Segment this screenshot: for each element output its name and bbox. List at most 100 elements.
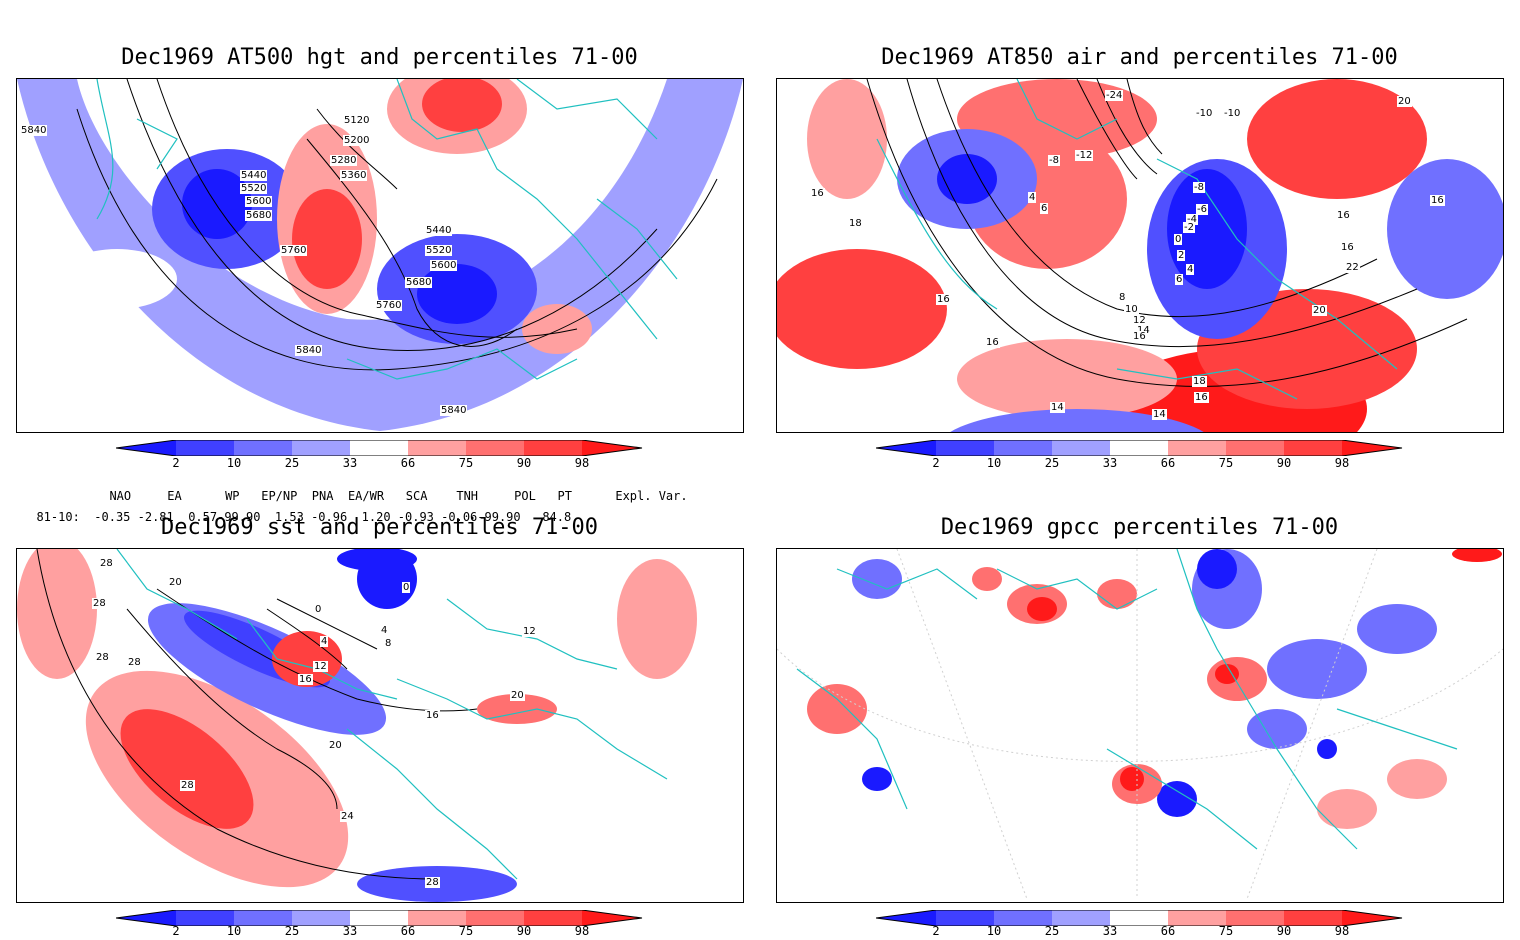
stat-header: PT	[557, 489, 572, 503]
contour-label: 16	[1336, 210, 1351, 221]
stat-header: SCA	[405, 489, 428, 503]
contour-label: 16	[425, 710, 440, 721]
contour-label: 5520	[240, 183, 268, 194]
stat-value: -0.96	[311, 510, 348, 524]
contour-label: 5840	[295, 345, 323, 356]
contour-label: 8	[384, 638, 393, 649]
tick-label: 66	[400, 456, 416, 470]
contour-label: 5280	[330, 155, 358, 166]
contour-label: 5760	[280, 245, 308, 256]
stat-value: -0.93	[397, 510, 434, 524]
colorbar-swatches-br	[875, 909, 1403, 927]
contour-label: 6	[1040, 203, 1049, 214]
contour-label: 5600	[245, 196, 273, 207]
contour-label: -2	[1183, 222, 1195, 233]
contour-label: 0	[1174, 234, 1183, 245]
tick-label: 98	[574, 456, 590, 470]
stat-value: -0.35	[94, 510, 131, 524]
contour-label: 16	[985, 337, 1000, 348]
contour-label: 18	[1192, 376, 1207, 387]
tick-label: 2	[172, 924, 180, 938]
contour-label: 24	[340, 811, 355, 822]
tick-label: 25	[1044, 924, 1060, 938]
contour-label: 14	[1136, 325, 1151, 336]
contour-label: -8	[1193, 182, 1205, 193]
contour-label: 20	[1312, 305, 1327, 316]
panel-title-air850: Dec1969 AT850 air and percentiles 71-00	[881, 45, 1398, 70]
stat-value: -99.90	[477, 510, 521, 524]
contour-label: 16	[1430, 195, 1445, 206]
contour-label: 5360	[340, 170, 368, 181]
contour-label: -10	[1223, 108, 1242, 119]
tick-label: 33	[342, 924, 358, 938]
stat-header: TNH	[456, 489, 479, 503]
contour-label: 5840	[440, 405, 468, 416]
tick-label: 75	[1218, 924, 1234, 938]
stat-header: Expl. Var.	[615, 489, 688, 503]
panel-title-sst: Dec1969 sst and percentiles 71-00	[160, 515, 599, 540]
tick-label: 66	[1160, 924, 1176, 938]
contour-label: 16	[1340, 242, 1355, 253]
stat-value: -2.81	[137, 510, 174, 524]
contour-label: 8	[1118, 292, 1127, 303]
tick-label: 75	[1218, 456, 1234, 470]
tick-label: 98	[574, 924, 590, 938]
contour-label: 4	[1186, 264, 1195, 275]
map-sst	[16, 548, 744, 903]
stat-value: 1.20	[361, 510, 391, 524]
contour-label: 5440	[240, 170, 268, 181]
tick-label: 2	[172, 456, 180, 470]
tick-label: 90	[1276, 924, 1292, 938]
colorbar-bottom-left: 2 10 25 33 66 75 90 98	[115, 909, 646, 940]
contour-label: 20	[510, 690, 525, 701]
contour-label: 18	[848, 218, 863, 229]
contour-label: 0	[402, 582, 411, 593]
contour-label: 16	[1194, 392, 1209, 403]
contour-label: -12	[1075, 150, 1094, 161]
tick-label: 10	[986, 924, 1002, 938]
stat-header: EA/WR	[347, 489, 385, 503]
stat-value: 0.57	[188, 510, 218, 524]
contour-label: 28	[425, 877, 440, 888]
contour-label: 12	[1132, 315, 1147, 326]
stat-header: PNA	[311, 489, 334, 503]
teleconnection-header: NAO EA WP EP/NP PNA EA/WR SCA TNH POL PT…	[95, 475, 688, 503]
contour-label: 5680	[405, 277, 433, 288]
tick-label: 25	[1044, 456, 1060, 470]
contour-label: 5440	[425, 225, 453, 236]
tick-label: 90	[516, 456, 532, 470]
tick-label: 2	[932, 924, 940, 938]
stat-value: -99.90	[217, 510, 261, 524]
contour-label: -6	[1196, 204, 1208, 215]
contour-label: 2	[1177, 250, 1186, 261]
stat-header: WP	[225, 489, 240, 503]
contour-label: 16	[298, 674, 313, 685]
contour-label: 28	[95, 652, 110, 663]
stat-header: POL	[514, 489, 536, 503]
contour-label: 5600	[430, 260, 458, 271]
tick-label: 10	[226, 924, 242, 938]
colorbar-swatches-tr	[875, 439, 1403, 457]
teleconnection-values: 81-10: -0.35 -2.81 0.57-99.90 1.53 -0.96…	[22, 496, 571, 524]
stat-value: 84.8	[542, 510, 572, 524]
contour-label: -8	[1048, 155, 1060, 166]
contour-label: 20	[328, 740, 343, 751]
contour-label: 5200	[343, 135, 371, 146]
map-hgt500	[16, 78, 744, 433]
tick-label: 66	[400, 924, 416, 938]
colorbar-top-left: 2 10 25 33 66 75 90 98	[115, 439, 646, 470]
colorbar-top-right: 2 10 25 33 66 75 90 98	[875, 439, 1406, 470]
contour-label: 10	[1124, 304, 1139, 315]
tick-label: 10	[986, 456, 1002, 470]
tick-label: 98	[1334, 924, 1350, 938]
tick-label: 25	[284, 456, 300, 470]
contour-label: 16	[936, 294, 951, 305]
tick-label: 33	[1102, 924, 1118, 938]
contour-label: 6	[1175, 274, 1184, 285]
contour-label: 5680	[245, 210, 273, 221]
tick-label: 75	[458, 924, 474, 938]
contour-label: 16	[810, 188, 825, 199]
contour-label: 4	[1028, 192, 1037, 203]
stat-value: -0.06	[441, 510, 478, 524]
contour-label: 16	[1132, 331, 1147, 342]
